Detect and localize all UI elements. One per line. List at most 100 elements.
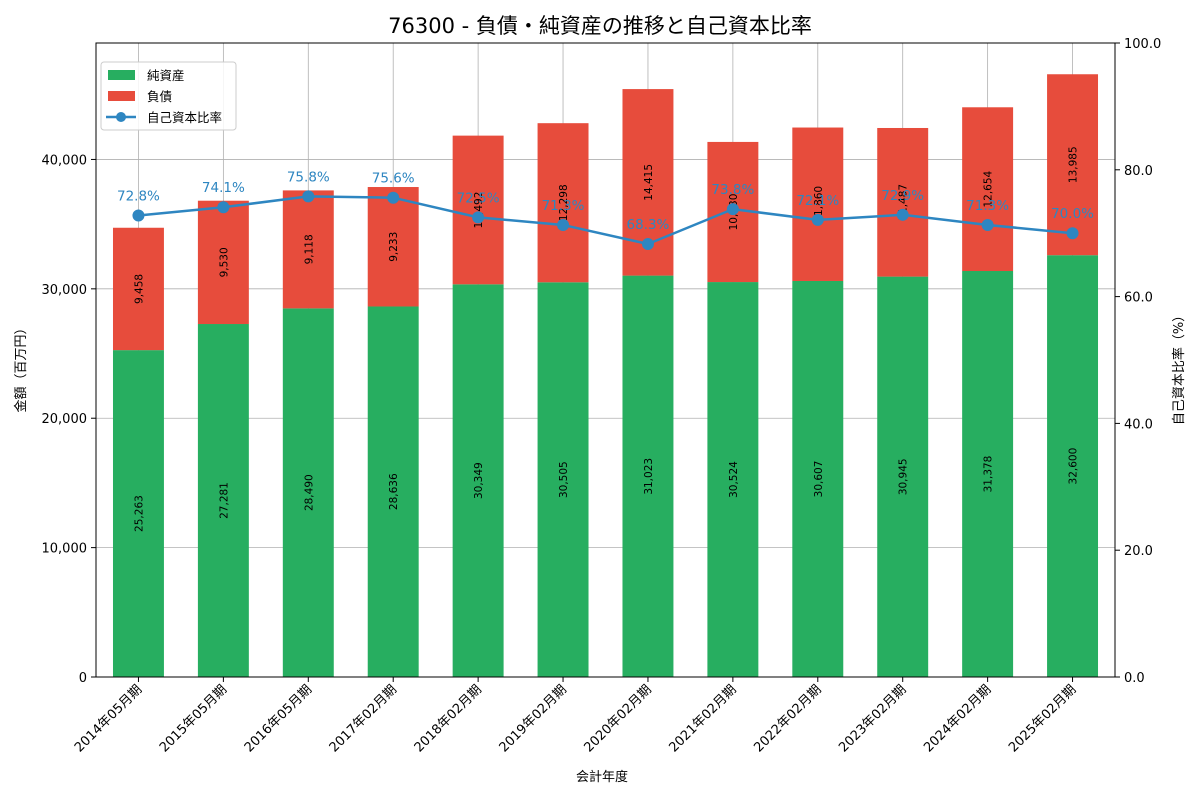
bar-liabilities [792, 127, 844, 281]
ratio-point-label: 70.0% [1051, 206, 1094, 222]
y-tick-label: 40,000 [42, 153, 88, 168]
ratio-point-label: 74.1% [202, 180, 245, 196]
bar-label-net-assets: 31,023 [643, 458, 655, 495]
x-tick-label: 2018年02月期 [412, 682, 485, 755]
y2-tick-label: 20.0 [1124, 544, 1153, 559]
bar-label-net-assets: 30,505 [558, 461, 570, 498]
bar-label-net-assets: 30,524 [728, 461, 740, 498]
bar-label-net-assets: 31,378 [983, 456, 995, 493]
legend-label-net-assets: 純資産 [147, 68, 185, 83]
bar-net-assets [367, 306, 419, 677]
bar-liabilities [452, 135, 504, 285]
ratio-point [896, 208, 909, 221]
x-tick-label: 2023年02月期 [836, 682, 909, 755]
x-tick-label: 2016年05月期 [242, 682, 315, 755]
x-tick-label: 2024年02月期 [921, 682, 994, 755]
y-tick-label: 0 [79, 671, 87, 686]
legend-swatch-net-assets [108, 70, 135, 80]
chart-title: 76300 - 負債・純資産の推移と自己資本比率 [388, 14, 812, 38]
bar-liabilities [367, 187, 419, 307]
ratio-point [302, 190, 315, 203]
ratio-point [217, 201, 230, 214]
y-tick-label: 20,000 [42, 412, 88, 427]
bar-label-net-assets: 28,490 [303, 474, 315, 511]
x-tick-label: 2022年02月期 [751, 682, 824, 755]
ratio-point [472, 211, 485, 224]
legend-label-liabilities: 負債 [147, 89, 172, 104]
y2-tick-label: 100.0 [1124, 37, 1161, 52]
ratio-point [387, 191, 400, 204]
x-tick-label: 2020年02月期 [582, 682, 655, 755]
ratio-point [641, 237, 654, 250]
x-tick-label: 2014年05月期 [72, 682, 145, 755]
ratio-point [557, 218, 570, 231]
ratio-point-label: 72.9% [881, 188, 924, 204]
bar-label-liabilities: 13,985 [1068, 146, 1080, 183]
bar-label-net-assets: 30,945 [898, 458, 910, 495]
bar-label-net-assets: 27,281 [218, 482, 230, 519]
ratio-point-label: 72.8% [117, 188, 160, 204]
y2-tick-label: 80.0 [1124, 164, 1153, 179]
ratio-line: 72.8% 74.1% 75.8% 75.6% 72.5% 71.3% 68.3% 73.8%… [117, 169, 1094, 250]
legend-marker-ratio [116, 112, 126, 122]
bar-liabilities [877, 127, 929, 277]
legend-swatch-liabilities [108, 91, 135, 101]
ratio-point [981, 218, 994, 231]
x-tick-label: 2025年02月期 [1006, 682, 1079, 755]
bar-net-assets [537, 282, 589, 677]
x-tick-label: 2021年02月期 [666, 682, 739, 755]
bar-net-assets [452, 284, 504, 677]
bar-label-liabilities: 14,415 [643, 164, 655, 201]
bar-label-liabilities: 9,458 [133, 274, 145, 304]
bar-liabilities [1047, 74, 1099, 256]
y-axis-label: 金額（百万円） [13, 321, 29, 412]
ratio-line-path [138, 195, 1073, 246]
ratio-point-label: 73.8% [711, 182, 754, 198]
ratio-point [132, 209, 145, 222]
bar-label-net-assets: 32,600 [1068, 448, 1080, 485]
x-axis-label: 会計年度 [576, 769, 628, 785]
bar-label-liabilities: 9,233 [388, 232, 400, 262]
bar-net-assets [962, 271, 1014, 677]
bar-net-assets [197, 324, 249, 677]
ratio-point-label: 72.1% [796, 193, 839, 209]
bar-label-liabilities: 11,860 [813, 186, 825, 223]
y2-tick-label: 0.0 [1124, 671, 1145, 686]
bar-net-assets [707, 282, 759, 677]
bar-net-assets [112, 350, 164, 677]
bar-liabilities [962, 107, 1014, 272]
y-tick-label: 30,000 [42, 283, 88, 298]
bar-label-net-assets: 28,636 [388, 473, 400, 510]
bar-label-liabilities: 12,298 [558, 184, 570, 221]
bar-net-assets [877, 276, 929, 677]
ratio-point-label: 75.6% [372, 171, 415, 187]
bar-labels: 25,263 9,458 27,281 9,530 28,490 9,118 28,636 9… [133, 146, 1079, 532]
x-tick-label: 2017年02月期 [327, 682, 400, 755]
bar-net-assets [622, 275, 674, 677]
ratio-point [811, 213, 824, 226]
ratio-point [726, 203, 739, 216]
x-tick-label: 2015年05月期 [157, 682, 230, 755]
y2-axis-label: 自己資本比率（%） [1171, 309, 1187, 425]
bar-net-assets [792, 280, 844, 677]
ratio-point-label: 71.3% [542, 198, 585, 214]
bar-label-liabilities: 9,118 [303, 234, 315, 264]
bar-liabilities [282, 190, 334, 309]
bar-label-net-assets: 30,607 [813, 461, 825, 498]
bar-net-assets [282, 308, 334, 677]
bar-liabilities [112, 227, 164, 351]
ratio-point-label: 75.8% [287, 169, 330, 185]
bar-label-liabilities: 12,654 [983, 170, 995, 207]
bar-net-assets [1047, 255, 1099, 677]
bars [112, 74, 1099, 677]
y-tick-label: 10,000 [42, 542, 88, 557]
bar-label-net-assets: 25,263 [133, 495, 145, 532]
ratio-point-label: 68.3% [627, 217, 670, 233]
bar-label-liabilities: 9,530 [218, 247, 230, 277]
ratio-point [1066, 227, 1079, 240]
legend: 純資産 負債 自己資本比率 [100, 61, 237, 131]
bar-liabilities [537, 123, 589, 283]
bar-label-net-assets: 30,349 [473, 462, 485, 499]
bar-liabilities [197, 200, 249, 325]
plot-frame [95, 42, 1116, 678]
